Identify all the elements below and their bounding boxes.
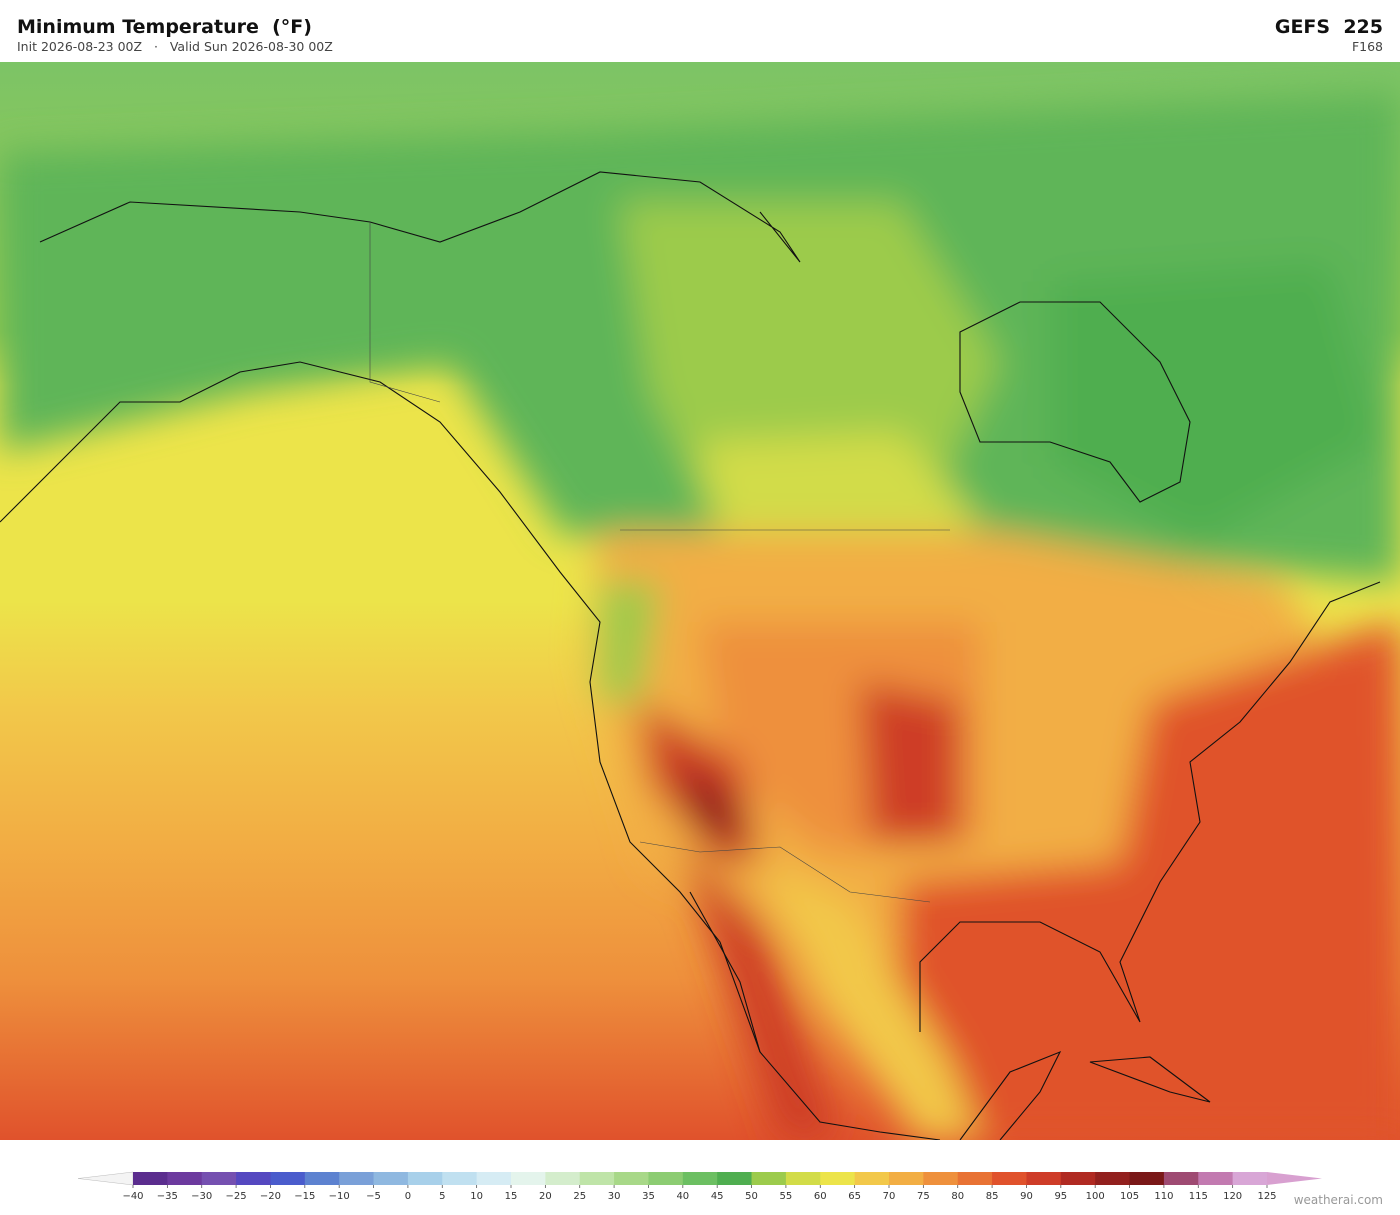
colorbar-bin xyxy=(682,1172,718,1185)
colorbar-tick-label: 15 xyxy=(505,1191,518,1202)
colorbar-tick-label: 110 xyxy=(1154,1191,1173,1202)
colorbar-bin xyxy=(854,1172,890,1185)
colorbar-bin xyxy=(889,1172,924,1185)
colorbar-tick-label: −5 xyxy=(366,1191,381,1202)
colorbar-bin xyxy=(1095,1172,1131,1185)
map xyxy=(0,62,1400,1140)
colorbar-bin xyxy=(1129,1172,1165,1185)
colorbar-bin xyxy=(992,1172,1027,1185)
colorbar-tick-label: 45 xyxy=(711,1191,724,1202)
colorbar-under xyxy=(77,1171,134,1186)
colorbar-bin xyxy=(923,1172,959,1185)
colorbar-tick-label: 30 xyxy=(608,1191,621,1202)
colorbar-tick-label: 40 xyxy=(676,1191,689,1202)
colorbar-tick-label: 60 xyxy=(814,1191,827,1202)
colorbar-tick-label: 100 xyxy=(1086,1191,1105,1202)
colorbar-bin xyxy=(270,1172,306,1185)
colorbar-tick-label: 25 xyxy=(573,1191,586,1202)
colorbar-bin xyxy=(339,1172,375,1185)
colorbar-bin xyxy=(133,1172,168,1185)
credit: weatherai.com xyxy=(1293,1193,1383,1207)
colorbar-tick-label: −35 xyxy=(157,1191,178,1202)
colorbar-bin xyxy=(1232,1172,1268,1185)
colorbar-tick-label: −15 xyxy=(294,1191,315,1202)
colorbar-tick-label: 120 xyxy=(1223,1191,1242,1202)
colorbar-bin xyxy=(717,1172,753,1185)
colorbar-tick-label: −10 xyxy=(329,1191,350,1202)
colorbar-tick-label: 105 xyxy=(1120,1191,1139,1202)
colorbar-tick-label: 85 xyxy=(986,1191,999,1202)
colorbar-tick-label: 75 xyxy=(917,1191,930,1202)
colorbar-bin xyxy=(545,1172,581,1185)
colorbar-bin xyxy=(476,1172,512,1185)
colorbar-bin xyxy=(167,1172,203,1185)
colorbar-bin xyxy=(614,1172,649,1185)
colorbar-bin xyxy=(1026,1172,1062,1185)
colorbar-bin xyxy=(304,1172,340,1185)
colorbar-tick-label: 65 xyxy=(848,1191,861,1202)
colorbar-tick-label: 95 xyxy=(1054,1191,1067,1202)
temperature-field xyxy=(0,92,1400,1140)
colorbar-tick-label: 55 xyxy=(780,1191,793,1202)
colorbar-tick-label: −20 xyxy=(260,1191,281,1202)
colorbar-bin xyxy=(442,1172,478,1185)
colorbar-bin xyxy=(957,1172,993,1185)
colorbar-tick-label: 70 xyxy=(883,1191,896,1202)
colorbar-bin xyxy=(236,1172,271,1185)
colorbar-tick-label: 0 xyxy=(405,1191,411,1202)
colorbar-tick-label: 115 xyxy=(1189,1191,1208,1202)
coastlines xyxy=(0,171,1381,1140)
colorbar-tick-label: −25 xyxy=(226,1191,247,1202)
colorbar-bin xyxy=(373,1172,409,1185)
colorbar-over xyxy=(1267,1172,1322,1185)
colorbar-tick-label: −30 xyxy=(191,1191,212,1202)
colorbar-bin xyxy=(1198,1172,1234,1185)
title: Minimum Temperature (°F) xyxy=(17,16,312,38)
colorbar-tick-label: 5 xyxy=(439,1191,445,1202)
colorbar-tick-label: −40 xyxy=(122,1191,143,1202)
colorbar-tick-label: 80 xyxy=(951,1191,964,1202)
subtitle: Init 2026-08-23 00Z · Valid Sun 2026-08-… xyxy=(17,39,333,54)
colorbar: −40 −35 −30 −25 −20 −15 −10 −5 0 5 10 15 20 25 30 35 40 4… xyxy=(77,1171,1322,1202)
model-label: GEFS 225 xyxy=(1274,16,1383,38)
colorbar-bin xyxy=(820,1172,856,1185)
colorbar-tick-label: 90 xyxy=(1020,1191,1033,1202)
colorbar-tick-label: 125 xyxy=(1257,1191,1276,1202)
colorbar-tick-label: 20 xyxy=(539,1191,552,1202)
colorbar-bin xyxy=(407,1172,443,1185)
colorbar-bin xyxy=(511,1172,546,1185)
colorbar-bin xyxy=(579,1172,615,1185)
colorbar-bin xyxy=(201,1172,237,1185)
colorbar-tick-label: 50 xyxy=(745,1191,758,1202)
forecast-hour: F168 xyxy=(1351,39,1383,54)
colorbar-bin xyxy=(1060,1172,1096,1185)
colorbar-bin xyxy=(1163,1172,1199,1185)
colorbar-tick-label: 10 xyxy=(470,1191,483,1202)
colorbar-bin xyxy=(648,1172,684,1185)
colorbar-tick-label: 35 xyxy=(642,1191,655,1202)
borders xyxy=(369,222,950,903)
header: Minimum Temperature (°F) Init 2026-08-23… xyxy=(0,0,1400,62)
colorbar-bin xyxy=(785,1172,821,1185)
colorbar-bin xyxy=(751,1172,787,1185)
